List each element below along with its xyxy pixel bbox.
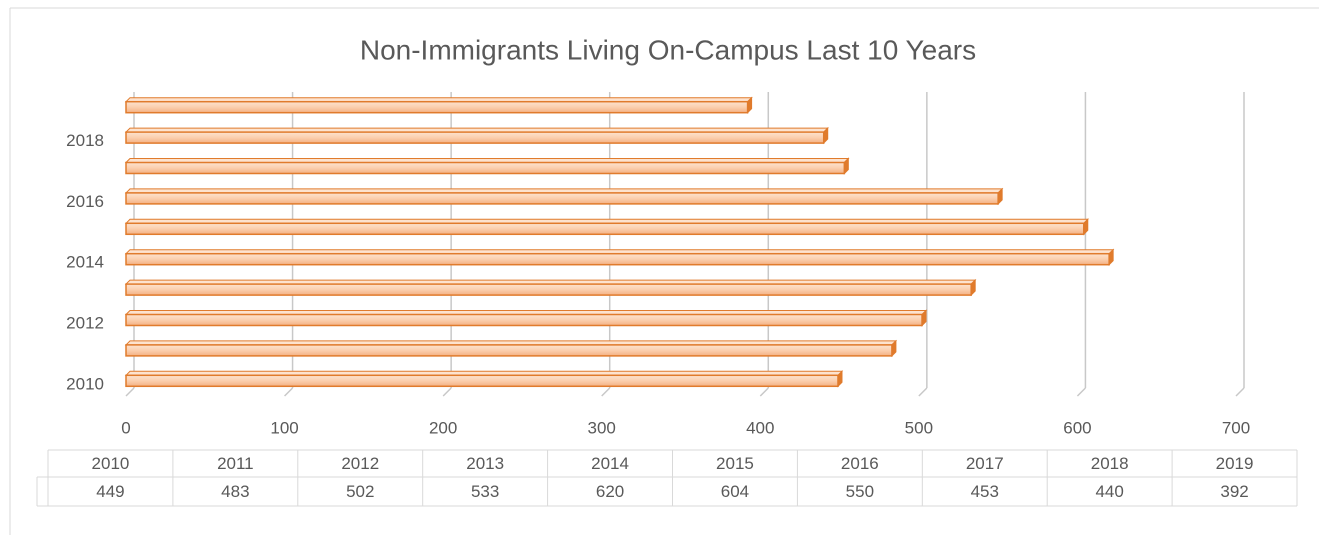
- chart-title: Non-Immigrants Living On-Campus Last 10 …: [360, 34, 976, 65]
- bar-front: [125, 131, 825, 144]
- bar: [124, 187, 1004, 206]
- table-header: 2013: [466, 454, 504, 473]
- table-header: 2014: [591, 454, 629, 473]
- table-value: 502: [346, 482, 374, 501]
- bar: [124, 339, 898, 358]
- y-tick-label: 2014: [66, 253, 104, 272]
- bar-front: [125, 252, 1110, 266]
- grid-line: [601, 387, 611, 397]
- bar-front: [125, 192, 999, 205]
- table-header: 2011: [217, 454, 254, 473]
- table-value: 392: [1220, 482, 1248, 501]
- bar: [124, 309, 928, 327]
- table-header: 2015: [716, 454, 754, 473]
- bar: [124, 96, 753, 114]
- bar: [124, 278, 977, 297]
- table-header: 2019: [1216, 454, 1254, 473]
- grid-line: [1235, 387, 1245, 397]
- bar-front: [125, 222, 1085, 236]
- x-tick-label: 400: [746, 418, 774, 437]
- table-value: 620: [596, 482, 624, 501]
- x-tick-label: 100: [270, 418, 298, 437]
- grid-line: [918, 387, 928, 397]
- y-tick-label: 2018: [66, 131, 104, 150]
- grid-line: [1076, 387, 1086, 397]
- x-tick-label: 700: [1222, 418, 1250, 437]
- bar-front: [125, 374, 839, 388]
- bar: [124, 218, 1089, 236]
- bar: [124, 248, 1115, 266]
- bar-front: [125, 313, 923, 327]
- bar: [124, 126, 829, 145]
- x-tick-label: 0: [121, 418, 130, 437]
- x-tick-label: 300: [588, 418, 616, 437]
- table-header: 2010: [92, 454, 130, 473]
- x-tick-label: 200: [429, 418, 457, 437]
- y-tick-label: 2010: [66, 374, 104, 393]
- x-tick-label: 500: [905, 418, 933, 437]
- table-value: 604: [721, 482, 749, 501]
- bar-front: [125, 283, 972, 296]
- grid-line: [284, 387, 294, 397]
- table-value: 533: [471, 482, 499, 501]
- bar-front: [125, 100, 749, 114]
- bar-front: [125, 344, 893, 357]
- table-value: 550: [846, 482, 874, 501]
- table-header: 2012: [341, 454, 379, 473]
- bar: [124, 157, 850, 175]
- y-tick-label: 2012: [66, 313, 104, 332]
- bar-front: [125, 161, 846, 175]
- table-value: 449: [96, 482, 124, 501]
- y-tick-label: 2016: [66, 192, 104, 211]
- grid-line: [442, 387, 452, 397]
- bar: [124, 370, 844, 388]
- table-header: 2016: [841, 454, 879, 473]
- grid-line: [759, 387, 769, 397]
- table-value: 453: [971, 482, 999, 501]
- grid-line: [125, 387, 135, 397]
- x-tick-label: 600: [1063, 418, 1091, 437]
- table-header: 2017: [966, 454, 1004, 473]
- table-header: 2018: [1091, 454, 1129, 473]
- table-value: 483: [221, 482, 249, 501]
- table-value: 440: [1095, 482, 1123, 501]
